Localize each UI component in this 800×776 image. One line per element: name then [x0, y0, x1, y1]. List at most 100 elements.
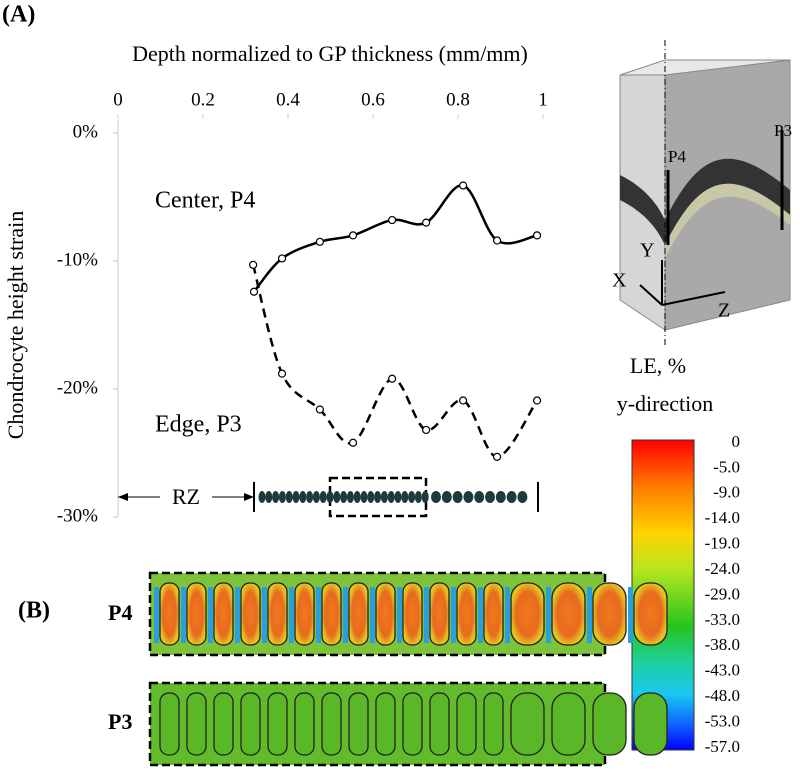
series-label: Center, P4 [155, 188, 255, 214]
chondrocyte [375, 692, 396, 756]
chondrocyte [267, 582, 288, 646]
arrow [244, 493, 254, 501]
chondrocyte [186, 692, 207, 756]
diagram-label: P3 [774, 121, 792, 140]
cell-dot [441, 491, 452, 503]
gap [208, 587, 213, 643]
cell-dot [312, 491, 320, 503]
cell-dot [414, 491, 422, 503]
cell-dot [360, 491, 368, 503]
colorbar-label: 0 [732, 432, 741, 451]
chondrocyte [294, 582, 315, 646]
y-axis-label: Chondrocyte height strain [3, 211, 28, 440]
panel-label: (B) [18, 598, 50, 624]
cell-dot [326, 491, 334, 503]
gap [397, 587, 402, 643]
cell-dot [495, 491, 506, 503]
gap [478, 587, 483, 643]
chondrocyte [402, 692, 423, 756]
y-tick-label: 0% [73, 121, 99, 142]
colorbar-title: LE, % [630, 353, 686, 378]
y-tick-label: -20% [57, 377, 98, 398]
point [388, 215, 397, 225]
chondrocyte [510, 692, 545, 756]
cell-dot [485, 491, 495, 503]
colorbar-label: -53.0 [705, 711, 740, 730]
x-tick-label: 0.6 [361, 89, 385, 110]
point [277, 369, 287, 378]
chondrocyte [240, 692, 261, 756]
colorbar-label: -57.0 [705, 737, 740, 756]
chondrocyte [159, 692, 180, 756]
point [388, 374, 397, 383]
colorbar-label: -43.0 [705, 661, 740, 680]
series-label: Edge, P3 [155, 412, 242, 438]
x-tick-label: 0.2 [191, 89, 215, 110]
y-tick-label: -10% [57, 249, 98, 270]
cell-dot [374, 491, 382, 503]
cell-dot [278, 491, 286, 503]
gap [343, 587, 348, 643]
gap [424, 587, 429, 643]
chondrocyte [551, 692, 586, 756]
chondrocyte [429, 582, 450, 646]
colorbar-label: -38.0 [705, 635, 740, 654]
gap [451, 587, 456, 643]
gap [262, 587, 267, 643]
x-tick-label: 0.8 [446, 89, 470, 110]
y-tick-label: -30% [57, 505, 98, 526]
colorbar-label: -19.0 [705, 534, 740, 553]
arrow [118, 493, 128, 501]
row-label: P4 [108, 600, 132, 625]
cell-dot [299, 491, 307, 503]
cell-dot [319, 491, 327, 503]
panel-label: (A) [2, 2, 35, 28]
cell-dot [431, 491, 441, 503]
colorbar-title: y-direction [617, 391, 714, 416]
chondrocyte [402, 582, 423, 646]
cell-dot [387, 491, 395, 503]
series-line [251, 264, 539, 459]
chondrocyte [633, 692, 668, 756]
point [315, 237, 324, 246]
chondrocyte [483, 582, 504, 646]
annotation: RZ [172, 484, 200, 509]
point [493, 452, 502, 461]
cell-dot [401, 491, 409, 503]
point [422, 218, 431, 227]
chondrocyte [213, 582, 234, 646]
x-tick-label: 0.4 [276, 89, 300, 110]
point [459, 181, 468, 190]
cell-dot [258, 491, 266, 503]
gap [628, 587, 633, 643]
gap [154, 587, 159, 643]
chondrocyte [456, 692, 477, 756]
point [532, 396, 542, 405]
chondrocyte [348, 692, 369, 756]
colorbar-label: -48.0 [705, 686, 740, 705]
colorbar-label: -29.0 [705, 584, 740, 603]
row-label: P3 [108, 709, 132, 734]
cell-dot [292, 491, 300, 503]
chondrocyte [551, 582, 586, 646]
cell-dot [474, 491, 485, 503]
colorbar-label: -24.0 [705, 559, 740, 578]
point [493, 236, 502, 245]
point [249, 260, 258, 269]
x-tick-label: 0 [113, 89, 123, 110]
chondrocyte [321, 582, 342, 646]
cell-dot [367, 491, 375, 503]
chondrocyte [186, 582, 207, 646]
cell-dot [463, 491, 474, 503]
colorbar-label: -9.0 [713, 483, 740, 502]
point [459, 396, 468, 405]
cell-dot [265, 491, 273, 503]
diagram-label: Y [640, 240, 654, 262]
point [422, 425, 431, 435]
chondrocyte [267, 692, 288, 756]
chondrocyte [633, 582, 668, 646]
chondrocyte [240, 582, 261, 646]
gap [289, 587, 294, 643]
block-diagram [619, 40, 791, 345]
